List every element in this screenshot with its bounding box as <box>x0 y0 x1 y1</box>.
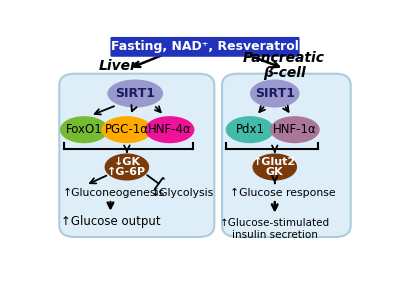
Ellipse shape <box>102 116 152 143</box>
FancyBboxPatch shape <box>59 74 214 237</box>
Ellipse shape <box>270 116 320 143</box>
Ellipse shape <box>104 154 149 181</box>
Ellipse shape <box>252 154 297 181</box>
Text: ↑Glucose response: ↑Glucose response <box>230 188 336 198</box>
Text: Pancreatic
β-cell: Pancreatic β-cell <box>243 51 325 80</box>
Text: ↓GK
↑G-6P: ↓GK ↑G-6P <box>107 157 146 178</box>
Text: Liver: Liver <box>99 58 138 72</box>
Text: Fasting, NAD⁺, Resveratrol: Fasting, NAD⁺, Resveratrol <box>111 40 299 53</box>
Text: Pdx1: Pdx1 <box>236 123 264 136</box>
FancyBboxPatch shape <box>110 37 300 57</box>
Ellipse shape <box>145 116 194 143</box>
Text: PGC-1α: PGC-1α <box>105 123 149 136</box>
FancyBboxPatch shape <box>222 74 351 237</box>
Text: ↑Gluconeogenesis: ↑Gluconeogenesis <box>62 188 164 198</box>
Text: ↓Glycolysis: ↓Glycolysis <box>151 188 214 198</box>
Text: FoxO1: FoxO1 <box>66 123 102 136</box>
Ellipse shape <box>107 79 163 108</box>
Ellipse shape <box>226 116 274 143</box>
Text: HNF-1α: HNF-1α <box>273 123 317 136</box>
Text: SIRT1: SIRT1 <box>115 87 155 100</box>
Text: ↑Glut2
GK: ↑Glut2 GK <box>253 157 296 178</box>
Ellipse shape <box>250 79 300 108</box>
Text: ↑Glucose-stimulated
insulin secretion: ↑Glucose-stimulated insulin secretion <box>220 218 330 240</box>
Text: HNF-4α: HNF-4α <box>148 123 192 136</box>
Text: SIRT1: SIRT1 <box>255 87 295 100</box>
Ellipse shape <box>60 116 108 143</box>
Text: ↑Glucose output: ↑Glucose output <box>61 215 160 228</box>
